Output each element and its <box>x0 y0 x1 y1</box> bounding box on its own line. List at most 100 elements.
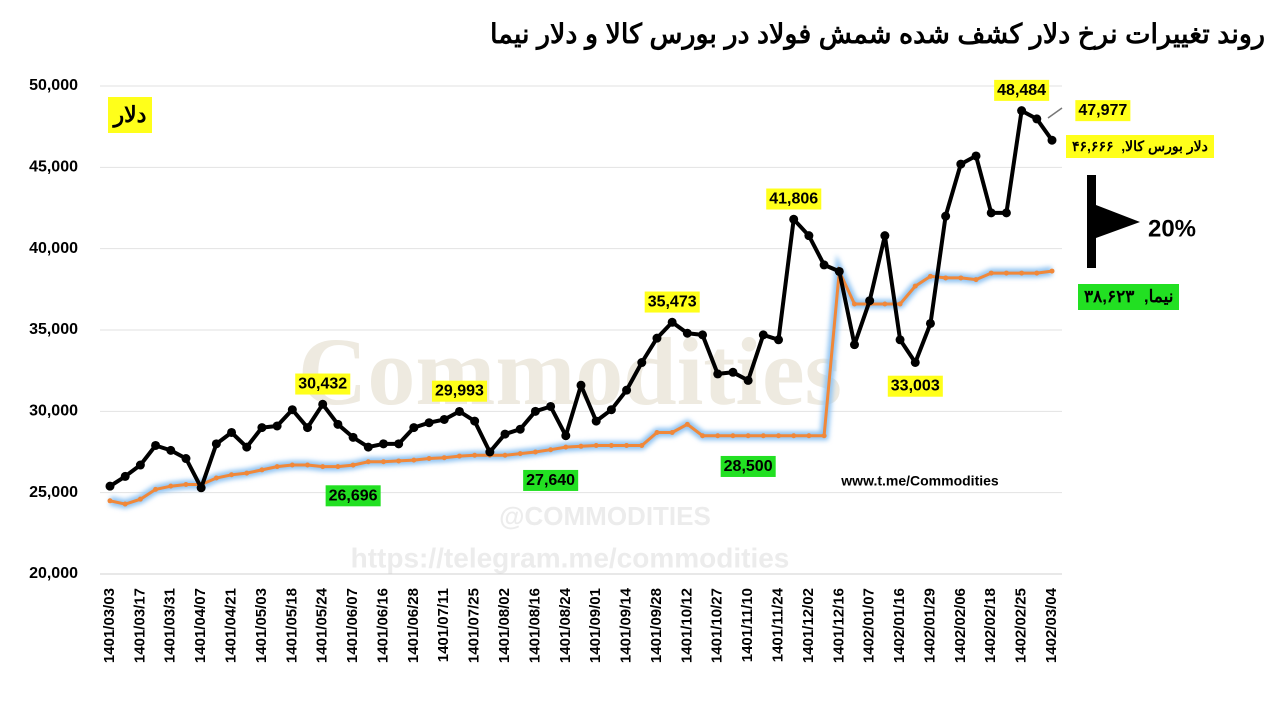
value-label: 30,432 <box>298 376 347 393</box>
marker <box>728 367 738 377</box>
x-tick-label: 1402/02/25 <box>1013 588 1030 663</box>
marker <box>305 462 311 468</box>
marker <box>378 439 388 449</box>
marker <box>700 433 706 439</box>
marker <box>454 406 464 416</box>
marker <box>211 439 221 449</box>
marker <box>424 418 434 428</box>
marker <box>151 440 161 450</box>
x-tick-label: 1402/01/07 <box>861 588 878 663</box>
value-label: 48,484 <box>997 82 1046 99</box>
marker <box>791 433 797 439</box>
marker <box>608 442 614 448</box>
x-tick-label: 1401/05/24 <box>314 587 331 663</box>
marker <box>865 296 875 306</box>
marker <box>834 266 844 276</box>
marker <box>806 433 812 439</box>
marker <box>530 406 540 416</box>
x-tick-label: 1401/03/31 <box>162 588 179 663</box>
marker <box>973 277 979 283</box>
marker <box>684 421 690 427</box>
marker <box>849 340 859 350</box>
marker <box>546 401 556 411</box>
marker <box>409 423 419 433</box>
marker <box>669 429 675 435</box>
x-tick-label: 1402/01/29 <box>921 588 938 663</box>
value-label-box <box>766 188 822 210</box>
marker <box>333 419 343 429</box>
x-tick-label: 1401/10/27 <box>709 588 726 663</box>
marker <box>606 405 616 415</box>
x-tick-label: 1401/04/21 <box>223 588 240 663</box>
marker <box>411 457 417 463</box>
value-label-box <box>720 455 776 477</box>
x-tick-label: 1401/08/16 <box>526 588 543 663</box>
marker <box>910 357 920 367</box>
marker <box>168 483 174 489</box>
value-label-box <box>295 373 351 395</box>
y-label-box <box>108 97 152 133</box>
marker <box>135 460 145 470</box>
marker <box>956 159 966 169</box>
value-label: 35,473 <box>648 294 697 311</box>
marker <box>758 330 768 340</box>
marker <box>335 464 341 470</box>
marker <box>244 470 250 476</box>
marker <box>851 301 857 307</box>
marker <box>196 483 206 493</box>
marker <box>925 318 935 328</box>
marker <box>622 385 632 395</box>
marker <box>682 328 692 338</box>
x-tick-label: 1401/09/14 <box>618 587 635 663</box>
marker <box>715 433 721 439</box>
value-label: 29,993 <box>435 383 484 400</box>
marker <box>257 423 267 433</box>
marker <box>365 459 371 465</box>
series-label: نیما, ۳۸,۶۲۳ <box>1078 284 1180 310</box>
y-axis-label: دلار <box>112 102 147 128</box>
marker <box>821 433 827 439</box>
value-label: , ۳۸,۶۲۳ <box>1084 287 1149 306</box>
marker <box>363 442 373 452</box>
series-label: دلار بورس کالا, ۴۶,۶۶۶ <box>1066 135 1214 158</box>
marker <box>122 501 128 507</box>
marker <box>470 416 480 426</box>
marker <box>456 453 462 459</box>
x-tick-label: 1401/10/12 <box>678 588 695 663</box>
annotation: 20% <box>1148 215 1196 242</box>
value-label-box <box>325 485 381 507</box>
marker <box>654 429 660 435</box>
x-tick-label: 1402/02/06 <box>952 588 969 663</box>
marker <box>745 433 751 439</box>
x-tick-label: 1401/06/16 <box>374 588 391 663</box>
x-tick-label: 1401/09/01 <box>587 588 604 663</box>
marker <box>713 369 723 379</box>
leader-line <box>1047 107 1063 119</box>
x-tick-label: 1401/03/03 <box>101 588 118 663</box>
value-label: 41,806 <box>769 191 818 208</box>
marker <box>1034 270 1040 276</box>
marker <box>396 458 402 464</box>
x-tick-label: 1401/07/25 <box>466 588 483 663</box>
marker <box>912 283 918 289</box>
marker <box>652 333 662 343</box>
y-tick-label: 40,000 <box>29 240 78 257</box>
marker <box>153 486 159 492</box>
arrow-bar <box>1087 175 1096 268</box>
marker <box>318 399 328 409</box>
x-tick-label: 1401/05/18 <box>283 588 300 663</box>
marker <box>927 273 933 279</box>
x-tick-label: 1401/12/02 <box>800 588 817 663</box>
marker <box>941 211 951 221</box>
marker <box>350 462 356 468</box>
arrow-flag <box>1096 205 1140 238</box>
y-tick-label: 20,000 <box>29 565 78 582</box>
marker <box>882 301 888 307</box>
marker <box>213 475 219 481</box>
marker <box>1019 270 1025 276</box>
value-label: 33,003 <box>891 378 940 395</box>
annotation: www.t.me/Commodities <box>840 473 999 489</box>
value-label: 47,977 <box>1078 102 1127 119</box>
marker <box>958 275 964 281</box>
